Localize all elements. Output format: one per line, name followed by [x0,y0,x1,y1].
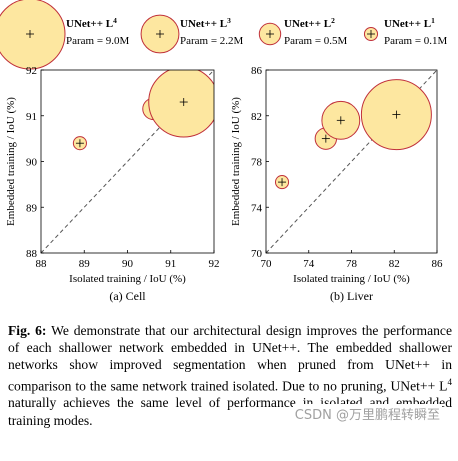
legend-name-3: UNet++ L2 [284,16,335,30]
x-tick-label: 89 [79,258,91,270]
y-axis-label: Embedded training / IoU (%) [230,97,242,226]
legend-param-4: Param = 0.1M [384,35,448,47]
y-tick-label: 74 [251,202,263,214]
legend-name-2: UNet++ L3 [180,16,231,30]
legend-sup-3: 2 [331,16,335,25]
caption-superscript: 4 [447,376,453,387]
y-axis-label: Embedded training / IoU (%) [5,97,17,226]
legend-sup-2: 3 [227,16,231,25]
legend-param-1: Param = 9.0M [66,35,130,47]
x-tick-label: 92 [209,258,220,270]
x-tick-label: 88 [36,258,48,270]
legend-param-2: Param = 2.2M [180,35,244,47]
caption-text-1: We demonstrate that our architectural de… [8,323,452,394]
liver-chart: 70 74 78 82 86 70 74 78 82 86 Isolated training / … [230,65,443,303]
caption-label: Fig. 6: [8,323,47,338]
legend: UNet++ L4 Param = 9.0M UNet++ L3 Param = 2.… [0,0,448,70]
legend-param-3: Param = 0.5M [284,35,348,47]
legend-name-1: UNet++ L4 [66,16,117,30]
y-tick-label: 82 [251,111,262,123]
watermark: CSDN @万里鹏程转瞬至 [292,404,442,423]
x-tick-label: 86 [432,258,444,270]
y-tick-label: 78 [251,157,263,169]
figure-caption: Fig. 6: We demonstrate that our architec… [8,322,452,429]
x-tick-label: 78 [346,258,358,270]
data-points [72,70,214,151]
x-tick-label: 90 [122,258,134,270]
y-tick-label: 86 [251,65,263,77]
y-tick-label: 88 [26,248,38,260]
y-tick-label: 89 [26,202,38,214]
y-tick-label: 70 [251,248,263,260]
legend-marker-1-circle [0,0,66,70]
point-l4-circle [148,70,214,138]
data-points [274,79,432,190]
x-axis-label: Isolated training / IoU (%) [69,273,186,285]
x-axis-label: Isolated training / IoU (%) [293,273,410,285]
y-tick-label: 91 [26,111,37,123]
legend-sup-4: 1 [431,16,435,25]
y-tick-label: 90 [26,157,38,169]
x-tick-label: 74 [303,258,315,270]
y-tick-label: 92 [26,65,37,77]
figure: UNet++ L4 Param = 9.0M UNet++ L3 Param = 2.… [0,0,448,303]
x-tick-label: 91 [165,258,176,270]
legend-name-4: UNet++ L1 [384,16,435,30]
x-tick-label: 82 [389,258,400,270]
subplot-caption: (b) Liver [330,289,373,303]
x-tick-label: 70 [261,258,273,270]
subplot-caption: (a) Cell [109,289,146,303]
legend-sup-1: 4 [113,16,117,25]
cell-chart: 88 89 90 91 92 88 89 90 91 92 Isolated training / … [5,65,220,303]
